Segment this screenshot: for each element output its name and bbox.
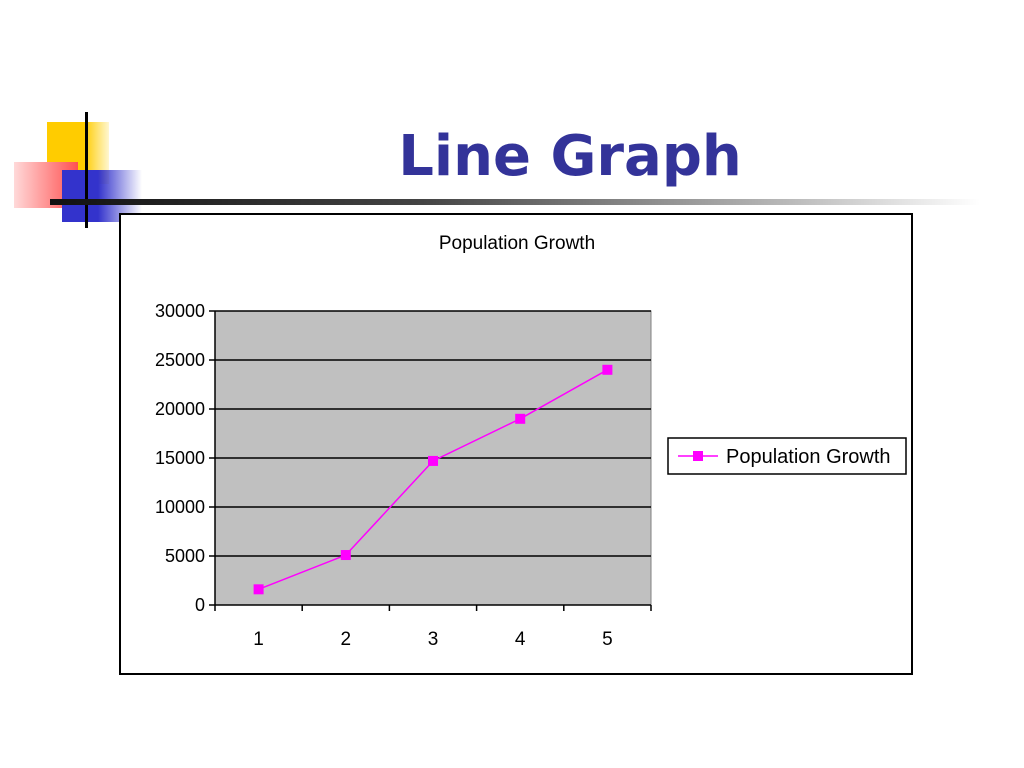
y-tick-label: 5000 — [165, 546, 205, 566]
data-point — [253, 584, 264, 595]
data-point — [515, 413, 526, 424]
line-chart: Population Growth 0500010000150002000025… — [155, 233, 907, 650]
x-tick-label: 4 — [515, 629, 526, 650]
data-point — [340, 550, 351, 561]
y-tick-label: 30000 — [155, 301, 205, 321]
y-tick-label: 20000 — [155, 399, 205, 419]
y-tick-label: 0 — [195, 595, 205, 615]
chart-frame: Population Growth 0 5000 10000 15000 20000 25… — [119, 213, 913, 675]
chart-title: Population Growth — [439, 233, 595, 254]
legend-label: Population Growth — [726, 446, 891, 468]
decor-horizontal-rule — [50, 199, 980, 205]
x-tick-label: 3 — [428, 629, 439, 650]
y-tick-label: 10000 — [155, 497, 205, 517]
x-tick-label: 2 — [341, 629, 352, 650]
legend-marker-swatch — [693, 451, 703, 461]
slide-title: Line Graph — [398, 124, 742, 189]
y-tick-label: 25000 — [155, 350, 205, 370]
decor-vertical-line — [85, 112, 88, 228]
data-point — [428, 455, 438, 466]
x-tick-label: 1 — [253, 629, 264, 650]
data-point — [602, 364, 613, 375]
x-tick-label: 5 — [602, 629, 613, 650]
legend-box — [667, 437, 907, 475]
y-tick-label: 15000 — [155, 448, 205, 468]
